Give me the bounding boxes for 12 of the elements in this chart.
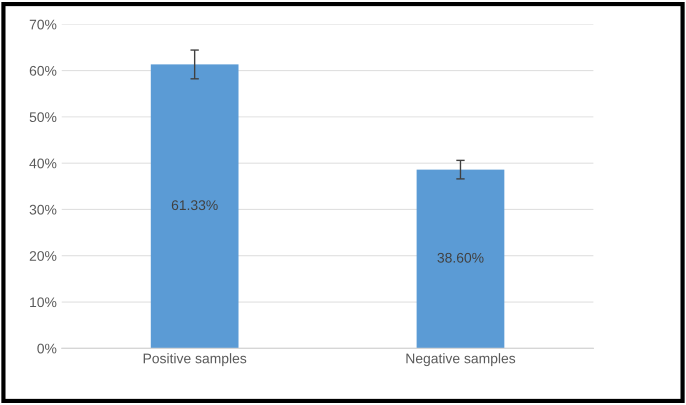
y-tick-label: 60% bbox=[30, 66, 56, 76]
y-tick-label: 0% bbox=[37, 344, 56, 354]
y-tick-label: 30% bbox=[30, 204, 56, 215]
x-tick-label: Positive samples bbox=[144, 353, 246, 366]
y-tick-label: 70% bbox=[30, 20, 56, 30]
x-tick-label: Negative samples bbox=[406, 353, 516, 366]
y-tick-label: 20% bbox=[30, 251, 56, 261]
data-label: 38.60% bbox=[437, 252, 484, 263]
y-tick-label: 10% bbox=[30, 297, 56, 308]
data-label: 61.33% bbox=[172, 200, 218, 210]
y-tick-label: 40% bbox=[29, 158, 56, 168]
y-tick-label: 50% bbox=[30, 112, 56, 122]
